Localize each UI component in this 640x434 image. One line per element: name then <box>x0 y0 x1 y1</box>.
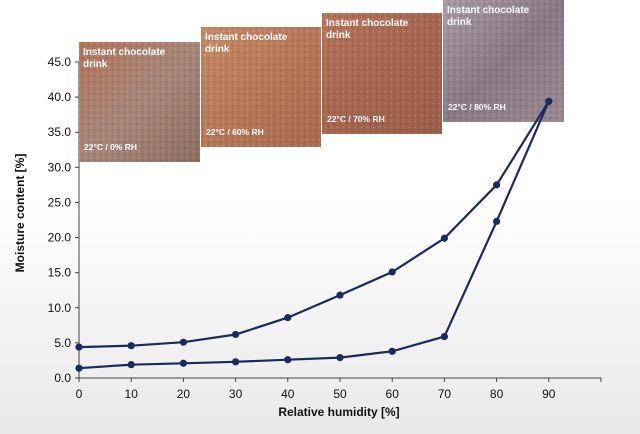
data-point <box>75 343 83 351</box>
x-axis-ticks: 0 10 20 30 40 50 60 70 80 90 <box>76 378 602 401</box>
data-point <box>545 97 553 105</box>
y-tick-label: 5.0 <box>54 336 71 350</box>
photo-title-line1: Instant chocolate <box>205 32 288 43</box>
data-point <box>493 181 501 189</box>
photo-condition: 22°C / 60% RH <box>206 127 264 137</box>
y-tick-label: 0.0 <box>54 371 71 385</box>
photo-texture <box>79 42 200 162</box>
x-tick-label: 80 <box>490 387 504 401</box>
data-point <box>493 217 501 226</box>
data-series <box>75 97 553 372</box>
photo-title-line2: drink <box>83 59 108 70</box>
y-tick-label: 30.0 <box>48 160 72 174</box>
photo-title-line1: Instant chocolate <box>326 18 409 29</box>
photo-title-line2: drink <box>326 30 351 41</box>
data-point <box>336 354 344 362</box>
y-tick-label: 20.0 <box>48 231 72 245</box>
photo-texture <box>322 13 442 134</box>
data-point <box>127 342 135 350</box>
data-point <box>284 314 292 322</box>
x-tick-label: 10 <box>125 387 139 401</box>
photo-texture <box>443 0 564 122</box>
series-line <box>78 100 550 349</box>
data-point <box>179 338 187 346</box>
photo-condition: 22°C / 80% RH <box>448 102 506 112</box>
data-point <box>232 330 240 339</box>
data-point <box>388 268 396 276</box>
photo-texture <box>201 27 321 147</box>
photo-title-line1: Instant chocolate <box>447 5 530 16</box>
x-tick-label: 50 <box>333 387 347 401</box>
photo-title-line2: drink <box>205 44 230 55</box>
x-tick-label: 30 <box>229 387 243 401</box>
y-axis-ticks: 0.0 5.0 10.0 15.0 20.0 25.0 30.0 35.0 40.0 45.0 <box>48 55 79 385</box>
data-point <box>232 358 240 366</box>
series-line <box>78 100 550 370</box>
photo-condition: 22°C / 70% RH <box>327 114 385 124</box>
photo-title-line2: drink <box>447 17 472 28</box>
series-2 <box>75 97 553 372</box>
y-tick-label: 45.0 <box>48 55 72 69</box>
data-point <box>127 361 135 369</box>
x-tick-label: 20 <box>177 387 191 401</box>
x-tick-label: 90 <box>542 387 556 401</box>
data-point <box>388 347 396 355</box>
y-tick-label: 35.0 <box>48 125 72 139</box>
data-point <box>179 359 187 367</box>
x-tick-label: 0 <box>76 387 83 401</box>
photo-condition: 22°C / 0% RH <box>84 142 137 152</box>
y-axis-title: Moisture content [%] <box>13 154 27 273</box>
x-axis-title: Relative humidity [%] <box>278 405 399 419</box>
x-tick-label: 40 <box>281 387 295 401</box>
x-tick-label: 60 <box>386 387 400 401</box>
y-tick-label: 40.0 <box>48 90 72 104</box>
y-tick-label: 25.0 <box>48 195 72 209</box>
data-point <box>440 332 448 341</box>
data-point <box>440 234 448 242</box>
data-point <box>284 356 292 364</box>
data-point <box>75 364 83 372</box>
y-tick-label: 15.0 <box>48 266 72 280</box>
data-point <box>336 291 344 299</box>
y-tick-label: 10.0 <box>48 301 72 315</box>
x-tick-label: 70 <box>438 387 452 401</box>
photo-title-line1: Instant chocolate <box>83 47 166 58</box>
